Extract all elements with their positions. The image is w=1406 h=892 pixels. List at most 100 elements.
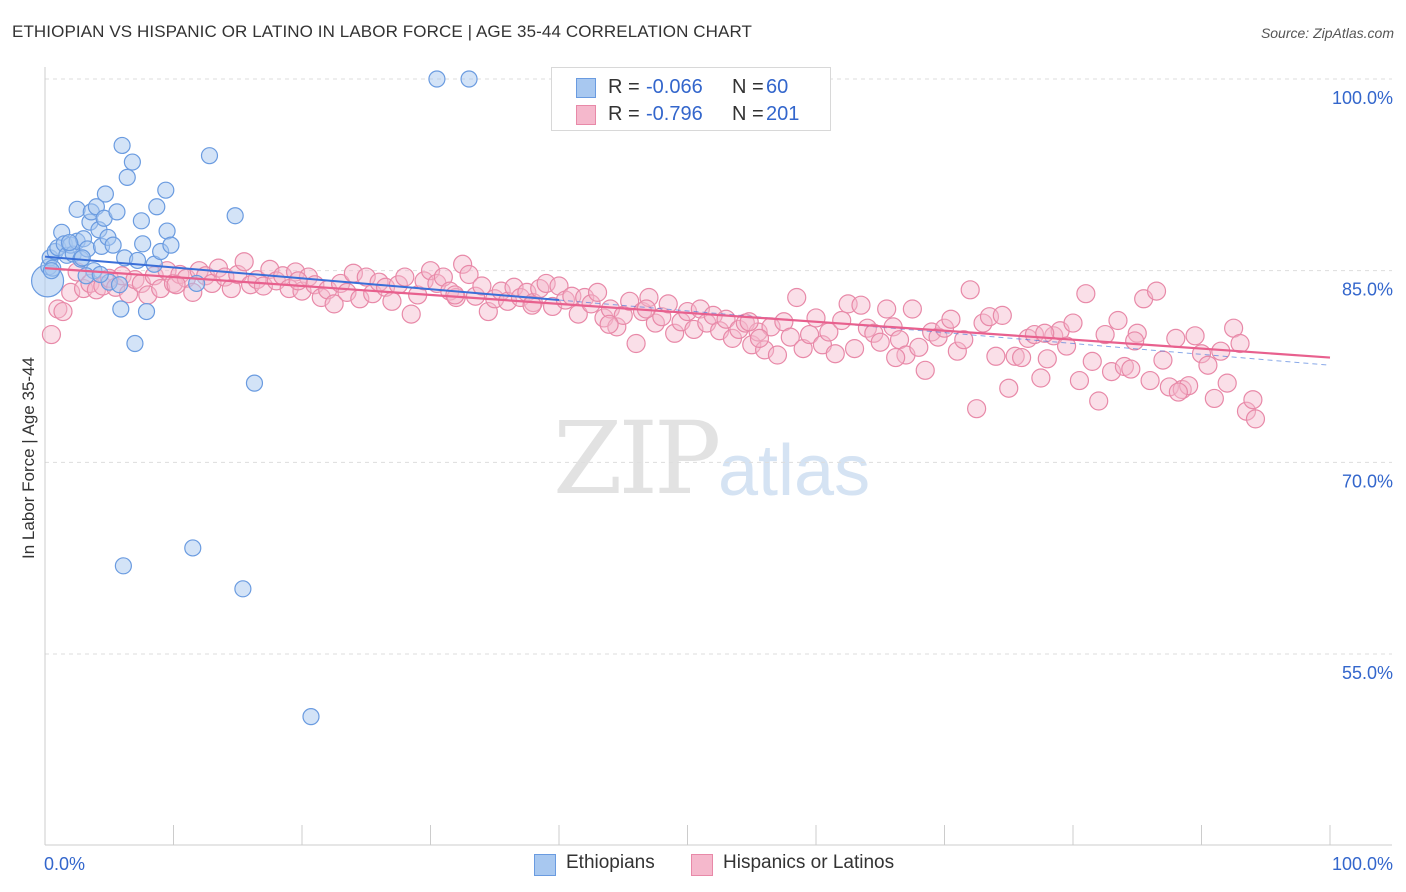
hispanics-point [787, 287, 807, 308]
hispanics-point [754, 340, 775, 360]
hispanics-point [886, 347, 906, 368]
hispanics-point [960, 280, 980, 300]
hispanics-point [844, 339, 865, 359]
hispanics-point [1230, 333, 1250, 354]
ethiopians-point [245, 374, 264, 392]
ethiopians-point [157, 181, 175, 199]
hispanics-point [877, 299, 897, 319]
ethiopians-point [110, 276, 129, 294]
legend-r-value: -0.796 [646, 103, 703, 125]
hispanics-point [48, 299, 68, 319]
hispanics-point [1168, 382, 1188, 402]
hispanics-point [433, 267, 453, 287]
hispanics-point [967, 399, 987, 419]
ethiopians-point [460, 70, 478, 88]
hispanics-point [1243, 390, 1263, 410]
hispanics-point [1005, 346, 1025, 366]
hispanics-point [166, 275, 186, 295]
hispanics-point [1140, 370, 1160, 391]
hispanics-point [234, 252, 254, 272]
hispanics-point [658, 294, 678, 314]
y-tick-label: 85.0% [1342, 280, 1393, 300]
legend-r-label: R = [608, 103, 640, 125]
hispanics-point [587, 282, 608, 302]
hispanics-point [1198, 355, 1218, 375]
hispanics-point [1056, 336, 1077, 356]
hispanics-point [825, 344, 845, 364]
y-tick-label: 55.0% [1342, 663, 1393, 683]
y-tick-label: 70.0% [1342, 471, 1393, 491]
hispanics-point [53, 301, 73, 322]
hispanics-point [1011, 347, 1032, 368]
ethiopians-point [148, 198, 166, 216]
hispanics-point [1108, 310, 1128, 331]
bottom-legend-ethiopians: Ethiopians [534, 852, 674, 876]
ethiopians-point [226, 207, 244, 225]
hispanics-point [1076, 284, 1096, 304]
hispanics-point [986, 346, 1006, 366]
hispanics-point [793, 339, 813, 359]
legend-r-label: R = [608, 76, 640, 98]
ethiopians-point [42, 262, 61, 280]
ethiopians-point [118, 168, 136, 186]
hispanics-point [1245, 409, 1266, 429]
hispanics-point [1031, 368, 1051, 388]
hispanics-point [1037, 349, 1057, 369]
hispanics-point [1035, 323, 1055, 343]
hispanics-point [401, 304, 421, 324]
hispanics-legend-label: Hispanics or Latinos [723, 852, 895, 873]
legend-n-label: N = [732, 76, 764, 98]
x-tick-label: 0.0% [44, 854, 85, 874]
ethiopians-point [108, 203, 126, 221]
hispanics-point [459, 264, 479, 285]
x-tick-label: 100.0% [1332, 854, 1393, 874]
hispanics-point [549, 276, 569, 296]
hispanics-point [395, 267, 415, 287]
hispanics-point [832, 310, 852, 331]
hispanics-point [999, 378, 1019, 398]
hispanics-point [1024, 324, 1045, 345]
ethiopians-point [302, 708, 320, 726]
ethiopians-point [91, 265, 109, 284]
hispanics-point [799, 324, 820, 345]
hispanics-point [947, 341, 967, 361]
hispanics-point [780, 327, 800, 347]
hispanics-point [1069, 370, 1090, 391]
hispanics-point [915, 360, 935, 380]
hispanics-point [1146, 281, 1167, 301]
hispanics-point [954, 330, 974, 350]
hispanics-point [1217, 373, 1237, 393]
y-axis-label: In Labor Force | Age 35-44 [19, 357, 38, 559]
hispanics-point [626, 333, 646, 354]
ethiopians-point [428, 70, 446, 88]
ethiopians-trend-extension [558, 299, 1331, 366]
hispanics-point [1121, 359, 1141, 379]
hispanics-point [221, 278, 241, 299]
hispanics-trend-line [44, 267, 1331, 359]
hispanics-legend-swatch [691, 854, 713, 876]
y-tick-label: 100.0% [1332, 88, 1393, 108]
hispanics-point [902, 299, 922, 319]
chart-title: ETHIOPIAN VS HISPANIC OR LATINO IN LABOR… [12, 22, 753, 41]
hispanics-point [909, 337, 929, 357]
hispanics-point [613, 305, 633, 325]
watermark-zip: ZIP [553, 400, 721, 517]
hispanics-point [607, 317, 627, 337]
hispanics-point [639, 287, 659, 308]
legend-n-value: 201 [766, 103, 800, 125]
ethiopians-point [128, 251, 147, 270]
ethiopians-point [123, 153, 141, 171]
watermark-atlas: atlas [718, 431, 871, 511]
ethiopians-point [162, 236, 180, 254]
hispanics-point [1101, 362, 1122, 382]
legend-n-value: 60 [766, 76, 789, 98]
ethiopians-point [134, 235, 152, 253]
hispanics-point [581, 294, 601, 314]
ethiopians-point [73, 249, 91, 267]
hispanics-point [1153, 350, 1173, 370]
ethiopians-point [104, 236, 122, 254]
hispanics-point [851, 295, 871, 315]
legend-row-ethiopians: R = -0.066 N = 60 [570, 74, 820, 102]
hispanics-point [1082, 351, 1102, 371]
hispanics-point [382, 291, 402, 311]
